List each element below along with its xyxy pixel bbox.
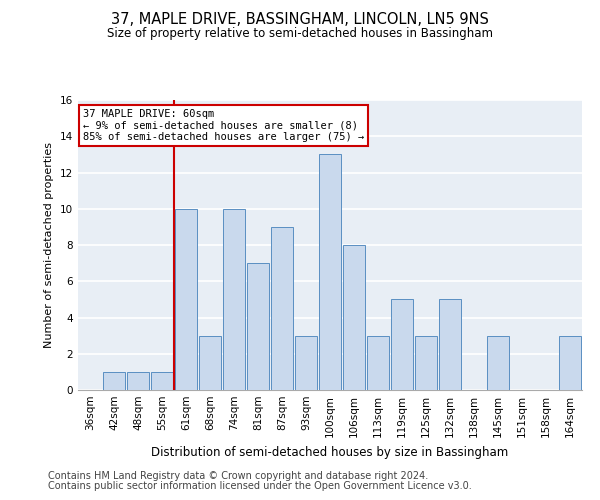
Bar	[151, 372, 173, 390]
Bar	[127, 372, 149, 390]
Bar	[343, 245, 365, 390]
Bar	[367, 336, 389, 390]
Bar	[175, 209, 197, 390]
Bar	[295, 336, 317, 390]
Bar	[271, 227, 293, 390]
Y-axis label: Number of semi-detached properties: Number of semi-detached properties	[44, 142, 55, 348]
Bar	[103, 372, 125, 390]
Bar	[247, 263, 269, 390]
Text: 37, MAPLE DRIVE, BASSINGHAM, LINCOLN, LN5 9NS: 37, MAPLE DRIVE, BASSINGHAM, LINCOLN, LN…	[111, 12, 489, 28]
Bar	[559, 336, 581, 390]
Text: Size of property relative to semi-detached houses in Bassingham: Size of property relative to semi-detach…	[107, 28, 493, 40]
Text: Distribution of semi-detached houses by size in Bassingham: Distribution of semi-detached houses by …	[151, 446, 509, 459]
Bar	[415, 336, 437, 390]
Text: Contains public sector information licensed under the Open Government Licence v3: Contains public sector information licen…	[48, 481, 472, 491]
Bar	[391, 300, 413, 390]
Text: Contains HM Land Registry data © Crown copyright and database right 2024.: Contains HM Land Registry data © Crown c…	[48, 471, 428, 481]
Bar	[223, 209, 245, 390]
Bar	[487, 336, 509, 390]
Bar	[319, 154, 341, 390]
Text: 37 MAPLE DRIVE: 60sqm
← 9% of semi-detached houses are smaller (8)
85% of semi-d: 37 MAPLE DRIVE: 60sqm ← 9% of semi-detac…	[83, 108, 364, 142]
Bar	[439, 300, 461, 390]
Bar	[199, 336, 221, 390]
